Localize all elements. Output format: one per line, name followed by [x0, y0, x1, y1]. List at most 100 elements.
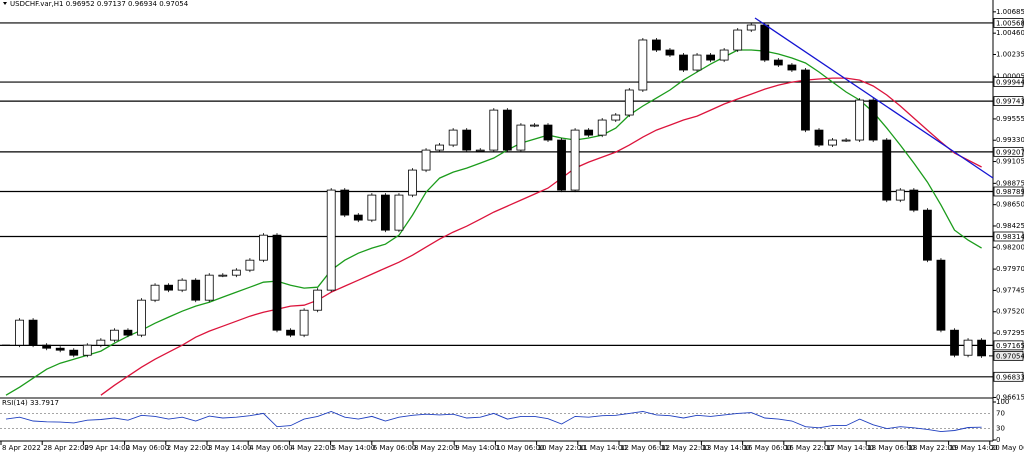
candle	[82, 344, 92, 356]
x-tick-label: 3 May 14:00	[208, 444, 252, 452]
y-tick-label: 1.00005	[996, 72, 1024, 80]
level-label-box	[993, 77, 1024, 87]
candle	[394, 194, 404, 231]
candle	[733, 29, 743, 51]
candle	[313, 289, 323, 311]
level-label: 1.00568	[996, 19, 1024, 27]
candle	[259, 234, 268, 261]
x-tick-label: 6 May 06:00	[373, 444, 417, 452]
x-tick-label: 8 May 22:00	[414, 444, 458, 452]
candle	[665, 49, 675, 56]
candle	[137, 299, 146, 336]
candle	[841, 139, 851, 142]
level-label-box	[993, 96, 1024, 106]
y-tick-label: 30	[996, 425, 1005, 433]
y-tick-label: 0.98200	[996, 243, 1024, 251]
current-price-box	[993, 350, 1024, 361]
candle	[177, 279, 187, 291]
candle	[326, 189, 336, 291]
candle	[42, 344, 52, 349]
candle	[272, 234, 282, 331]
x-tick-label: 16 May 06:00	[744, 444, 792, 452]
candle	[855, 99, 865, 141]
level-label: 0.99207	[996, 148, 1024, 156]
candle	[421, 149, 431, 171]
candle	[773, 59, 783, 66]
candle	[950, 329, 959, 356]
candle	[679, 54, 688, 71]
x-tick-label: 10 May 22:00	[538, 444, 586, 452]
x-tick-label: 2 May 06:00	[126, 444, 170, 452]
candle	[719, 49, 729, 61]
y-tick-label: 0.96615	[996, 393, 1024, 401]
candle	[231, 269, 241, 276]
candle	[164, 284, 174, 291]
candle	[638, 39, 648, 91]
x-tick-label: 12 May 06:00	[620, 444, 668, 452]
candle	[828, 139, 837, 146]
x-tick-label: 20 May 06:00	[991, 444, 1024, 452]
candle	[895, 189, 905, 201]
y-tick-label: 1.00235	[996, 50, 1024, 58]
rsi-line	[5, 411, 982, 433]
candle	[380, 194, 390, 231]
y-tick-label: 1.00460	[996, 29, 1024, 37]
candle	[299, 309, 309, 336]
menu-arrow	[3, 2, 7, 5]
y-tick-label: 0.99330	[996, 136, 1024, 144]
level-label: 0.97165	[996, 342, 1024, 350]
x-tick-label: 8 Apr 2022	[2, 444, 41, 452]
candle	[652, 39, 661, 51]
x-tick-label: 28 Apr 22:00	[43, 444, 89, 452]
candle	[96, 339, 106, 346]
candle	[692, 54, 702, 71]
candle	[462, 129, 472, 151]
candle	[923, 209, 932, 261]
candle	[408, 169, 417, 196]
candle	[435, 144, 445, 151]
y-tick-label: 0.99105	[996, 158, 1024, 166]
x-tick-label: 29 Apr 14:00	[84, 444, 130, 452]
level-label-box	[993, 18, 1024, 28]
candle	[977, 339, 986, 357]
candle	[624, 89, 634, 116]
y-tick-label: 0	[996, 436, 1000, 444]
candle	[516, 124, 526, 151]
candle	[543, 124, 553, 141]
y-tick-label: 0.97520	[996, 308, 1024, 316]
x-tick-label: 17 May 14:00	[826, 444, 874, 452]
candle	[204, 274, 214, 301]
level-label-box	[993, 371, 1024, 382]
candle	[814, 129, 824, 146]
x-tick-label: 2 May 22:00	[167, 444, 211, 452]
candle	[936, 259, 946, 331]
candle	[787, 64, 797, 71]
candle	[55, 347, 65, 351]
y-tick-label: 0.98875	[996, 179, 1024, 187]
candle	[868, 99, 878, 141]
candle	[502, 109, 512, 151]
moving-average	[5, 49, 982, 396]
y-tick-label: 0.98425	[996, 222, 1024, 230]
level-label: 0.99944	[996, 79, 1024, 87]
x-tick-label: 9 May 14:00	[455, 444, 499, 452]
level-label: 0.98314	[996, 233, 1024, 241]
candle	[69, 349, 79, 356]
level-label-box	[993, 146, 1024, 157]
y-tick-label: 0.97295	[996, 329, 1024, 337]
indicator-title: RSI(14) 33.7917	[2, 399, 59, 407]
candle	[963, 339, 973, 356]
y-tick-label: 0.98650	[996, 201, 1024, 209]
candle	[110, 329, 119, 341]
candle	[557, 139, 566, 191]
candle	[611, 114, 621, 121]
x-tick-label: 13 May 14:00	[702, 444, 750, 452]
candle	[218, 274, 228, 277]
candle	[340, 189, 350, 216]
candle	[597, 119, 607, 136]
level-label-box	[993, 340, 1024, 351]
candle	[245, 259, 255, 271]
x-tick-label: 18 May 06:00	[867, 444, 915, 452]
level-label: 0.96833	[996, 373, 1024, 381]
